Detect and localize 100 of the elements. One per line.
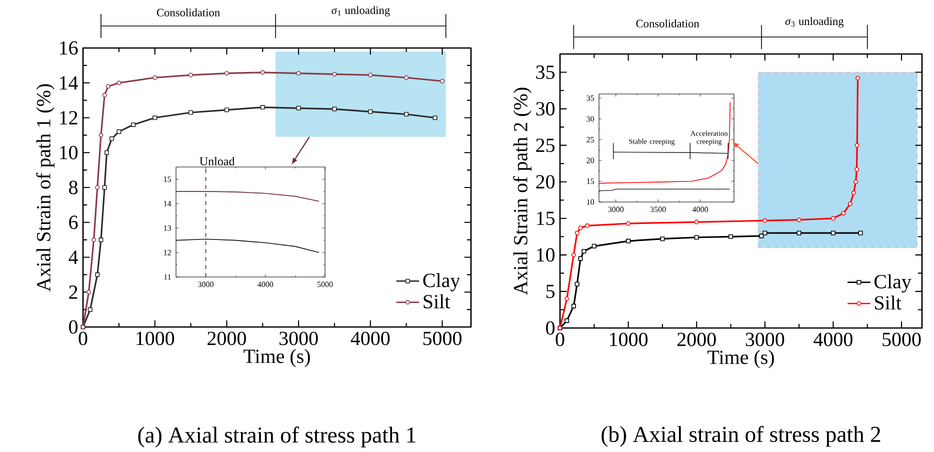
point: [578, 226, 583, 230]
x-tick-label: 1000: [136, 332, 174, 346]
x-tick-label: 3000: [746, 332, 784, 346]
point: [260, 70, 265, 75]
point: [332, 72, 337, 77]
y-tick-label: 10: [587, 199, 594, 205]
point: [574, 230, 580, 236]
point: [116, 130, 122, 134]
text: Consolidation: [636, 20, 700, 28]
point: [368, 72, 373, 78]
point: [152, 75, 158, 80]
point: [188, 72, 194, 78]
x-axis-title: Time (s): [244, 349, 310, 368]
y-tick-label: 11: [164, 274, 171, 280]
point: [98, 238, 104, 242]
point: [102, 92, 107, 98]
point: [858, 230, 863, 236]
y-tick-label: 35: [586, 96, 594, 101]
y-tick-label: 15: [164, 176, 172, 182]
legend-label: Clay: [874, 274, 912, 293]
point: [116, 80, 122, 86]
y-tick-label: 30: [536, 102, 555, 116]
y-tick-label: 10: [537, 248, 555, 262]
y-tick-label: 10: [60, 146, 78, 160]
y-tick-label: 16: [60, 41, 78, 55]
text: σ$_{1}$ unloading: [332, 6, 390, 16]
x-tick-label: 0: [78, 332, 88, 346]
point: [86, 290, 92, 294]
point: [571, 252, 576, 258]
point: [694, 235, 699, 240]
point: [404, 112, 409, 117]
y-tick-label: 0: [546, 321, 555, 335]
point: [104, 150, 109, 155]
x-tick-label: 5000: [882, 332, 921, 346]
x-tick-label: 5000: [317, 282, 333, 288]
x-tick-label: 3000: [608, 206, 624, 212]
point: [98, 133, 104, 138]
legend-label: Silt: [875, 296, 902, 310]
y-tick-label: 4: [68, 250, 78, 264]
point: [585, 224, 590, 228]
line-series: [598, 102, 731, 184]
x-tick-label: 3000: [198, 282, 214, 288]
point: [404, 75, 409, 80]
point: [626, 221, 631, 226]
y-axis-title: Axial Strain of path 1 (%): [36, 84, 54, 292]
point: [260, 105, 265, 110]
y-tick-label: 20: [586, 158, 594, 164]
point: [88, 307, 92, 312]
point: [759, 234, 764, 238]
x-tick-label: 4000: [814, 332, 852, 346]
point: [854, 143, 860, 148]
point: [432, 116, 438, 120]
point: [571, 304, 576, 308]
point: [188, 110, 194, 115]
point: [224, 71, 229, 76]
point: [95, 272, 100, 278]
y-tick-label: 35: [536, 66, 555, 80]
line-series: [176, 238, 320, 254]
point: [106, 84, 110, 89]
point: [830, 230, 836, 236]
y-tick-label: 12: [164, 250, 171, 256]
y-tick-label: 8: [69, 180, 78, 194]
text: (a) Axial strain of stress path 1: [138, 426, 416, 448]
text: σ$_{3}$ unloading: [785, 17, 844, 28]
y-tick-label: 12: [60, 111, 78, 124]
y-tick-label: 14: [164, 201, 172, 206]
y-tick-label: 13: [164, 226, 172, 231]
text: (b) Axial strain of stress path 2: [602, 426, 880, 447]
point: [762, 230, 768, 236]
point: [856, 76, 860, 80]
point: [851, 190, 856, 196]
y-axis-title: Axial Strain of path 2 (%): [513, 88, 532, 296]
y-tick-label: 14: [60, 76, 78, 90]
x-tick-label: 3000: [280, 332, 318, 346]
point: [95, 185, 100, 190]
y-tick-label: 20: [536, 175, 555, 189]
point: [332, 106, 337, 112]
point: [296, 71, 301, 76]
x-tick-label: 5000: [423, 332, 462, 346]
x-tick-label: 4000: [692, 206, 708, 212]
point: [131, 122, 136, 128]
legend-label: Clay: [423, 273, 460, 292]
point: [848, 202, 853, 206]
point: [152, 116, 158, 120]
y-tick-label: 15: [587, 178, 594, 184]
line-series: [176, 191, 320, 202]
point: [564, 296, 570, 302]
y-tick-label: 0: [69, 320, 78, 334]
x-tick-label: 1000: [610, 332, 648, 346]
y-tick-label: 15: [537, 212, 555, 226]
point: [574, 282, 580, 287]
point: [853, 180, 858, 184]
point: [440, 78, 445, 84]
point: [694, 220, 699, 224]
y-tick-label: 25: [536, 138, 555, 152]
point: [224, 108, 229, 112]
text: Consolidation: [156, 8, 220, 16]
y-tick-label: 30: [586, 116, 594, 122]
point: [660, 236, 665, 242]
point: [109, 136, 114, 142]
